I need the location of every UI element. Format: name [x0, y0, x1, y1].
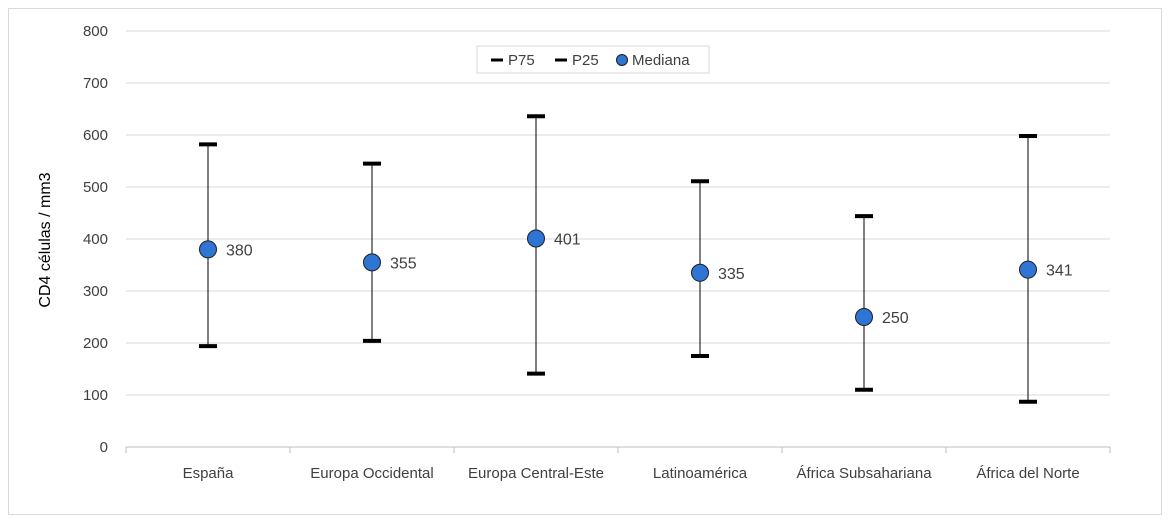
x-tick-label: Latinoamérica	[653, 465, 748, 482]
y-tick-label: 600	[83, 127, 108, 144]
median-point	[199, 240, 217, 259]
median-point	[527, 229, 545, 248]
y-tick-label: 100	[83, 387, 108, 404]
y-tick-label: 300	[83, 283, 108, 300]
data-label: 335	[718, 266, 745, 283]
chart-frame	[8, 8, 1162, 515]
error-bars	[199, 114, 1037, 404]
median-point	[1019, 260, 1037, 279]
gridlines	[126, 30, 1110, 396]
median-point	[363, 253, 381, 272]
axes: 0 100 200 300 400 500 600 700 800 España Europa Oc…	[83, 23, 1111, 482]
legend: P75 P25 Mediana	[476, 45, 710, 74]
y-tick-label: 200	[83, 335, 108, 352]
x-tick-label: África del Norte	[976, 465, 1079, 482]
data-label: 380	[226, 242, 253, 259]
x-tick-label: África Subsahariana	[796, 465, 932, 482]
legend-p25-label: P25	[572, 52, 599, 69]
legend-p75-label: P75	[508, 52, 535, 69]
legend-mediana-symbol	[616, 54, 628, 66]
y-tick-label: 700	[83, 75, 108, 92]
y-tick-label: 500	[83, 179, 108, 196]
y-tick-label: 400	[83, 231, 108, 248]
median-point	[691, 263, 709, 282]
x-tick-label: Europa Central-Este	[468, 465, 604, 482]
data-label: 355	[390, 255, 417, 272]
y-tick-label: 800	[83, 23, 108, 40]
legend-box	[476, 45, 710, 74]
y-tick-label: 0	[100, 439, 108, 456]
data-labels: 380 355 401 335 250 341	[226, 231, 1073, 327]
y-axis-label: CD4 células / mm3	[37, 172, 54, 307]
data-label: 401	[554, 231, 581, 248]
data-label: 250	[882, 310, 909, 327]
x-tick-label: Europa Occidental	[310, 465, 433, 482]
data-label: 341	[1046, 263, 1073, 280]
median-points	[199, 229, 1037, 326]
median-point	[855, 308, 873, 326]
x-tick-label: España	[183, 465, 235, 482]
legend-mediana-label: Mediana	[632, 52, 690, 69]
